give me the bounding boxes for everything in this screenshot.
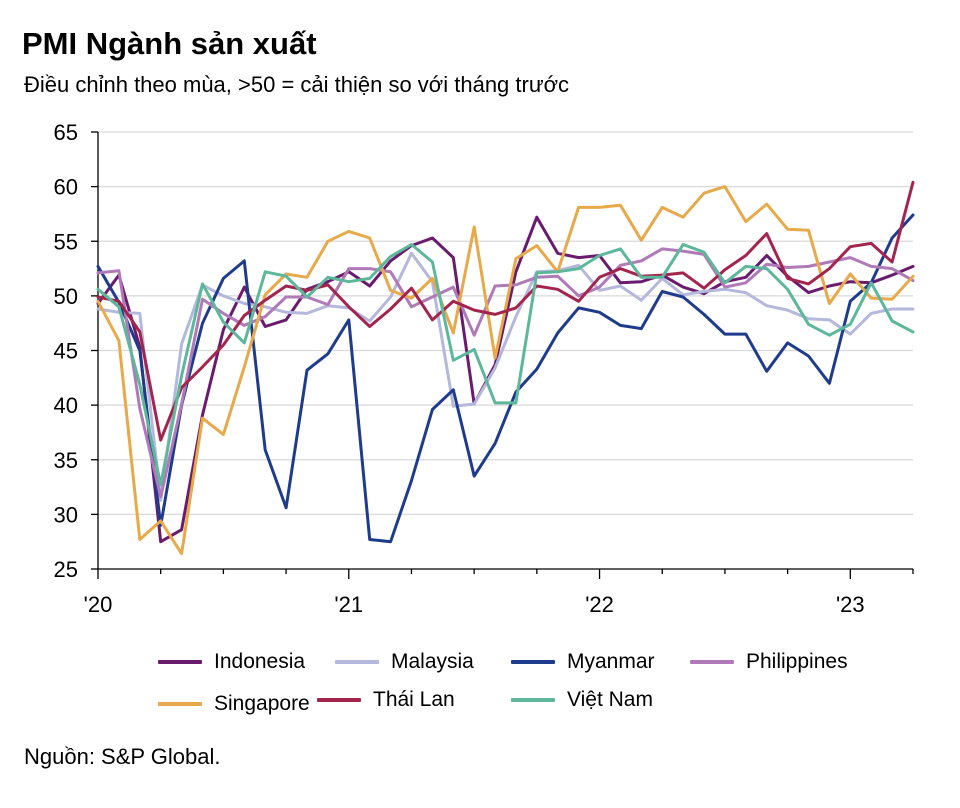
series-line-myanmar: [96, 213, 915, 544]
series-line-việt-nam: [96, 243, 915, 487]
y-tick-label-40: 40: [54, 393, 78, 418]
source-note: Nguồn: S&P Global.: [24, 744, 221, 769]
series-line-singapore: [96, 185, 915, 556]
y-tick-label-25: 25: [54, 557, 78, 582]
y-tick-label-45: 45: [54, 339, 78, 364]
x-tick-label: '20: [84, 592, 113, 617]
x-tick-label: '21: [334, 592, 363, 617]
y-tick-label-55: 55: [54, 229, 78, 254]
y-tick-label-35: 35: [54, 448, 78, 473]
y-tick-label-50: 50: [54, 284, 78, 309]
y-tick-label-60: 60: [54, 175, 78, 200]
y-tick-label-30: 30: [54, 502, 78, 527]
series-lines: [96, 180, 915, 556]
grid: [98, 131, 913, 516]
x-tick-label: '23: [836, 592, 865, 617]
series-line-philippines: [96, 247, 915, 499]
series-line-thái-lan: [96, 180, 915, 442]
x-tick-label: '22: [585, 592, 614, 617]
chart-title: PMI Ngành sản xuất: [22, 26, 317, 61]
axes: 25 30 35 40 45 50 55 60 65 '20 '21 '22 '23: [54, 120, 914, 617]
chart-subtitle: Điều chỉnh theo mùa, >50 = cải thiện so …: [24, 72, 569, 97]
y-tick-label-65: 65: [54, 120, 78, 145]
series-line-malaysia: [96, 251, 915, 502]
